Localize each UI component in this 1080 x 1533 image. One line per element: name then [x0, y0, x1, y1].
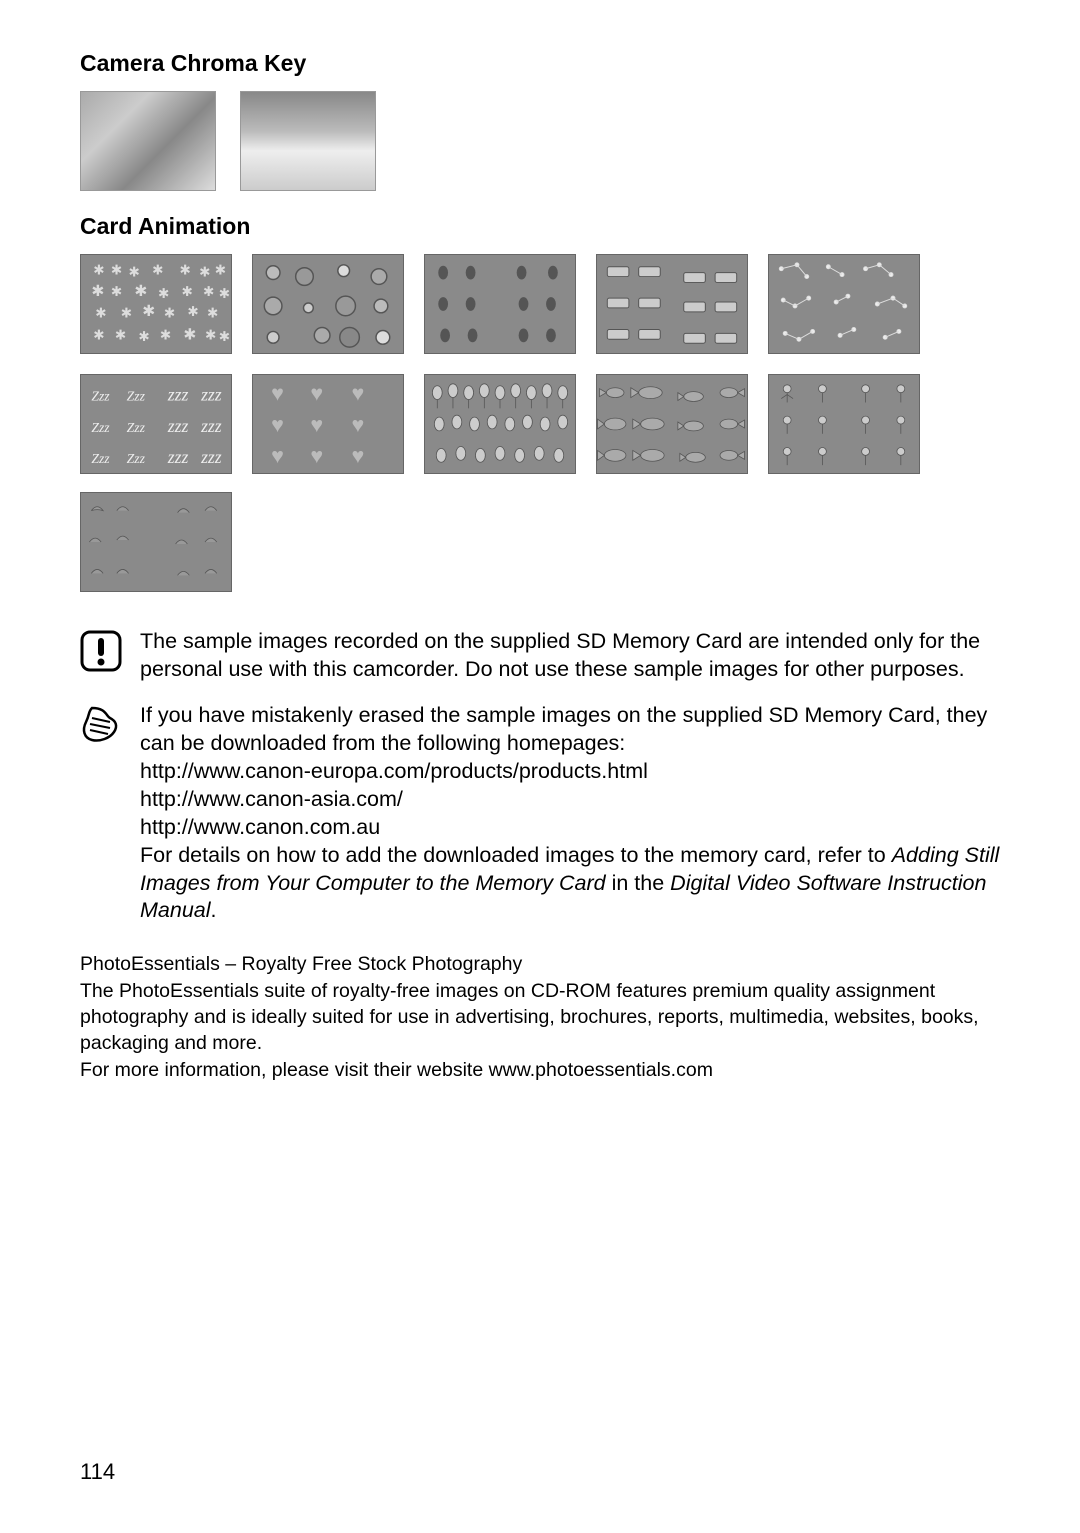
- svg-text:✱: ✱: [181, 284, 193, 299]
- svg-text:Zzz: Zzz: [91, 388, 110, 403]
- animation-tile-constellations: [768, 254, 920, 354]
- svg-text:✱: ✱: [160, 327, 172, 342]
- svg-text:♥: ♥: [352, 443, 365, 468]
- animation-tile-fish: [596, 374, 748, 474]
- svg-text:✱: ✱: [219, 286, 231, 301]
- svg-text:Zzz: Zzz: [91, 420, 110, 435]
- svg-text:✱: ✱: [219, 329, 231, 344]
- svg-text:✱: ✱: [134, 283, 147, 300]
- svg-text:zzz: zzz: [200, 384, 222, 404]
- svg-text:♥: ♥: [271, 412, 284, 437]
- animation-tile-figures: [768, 374, 920, 474]
- note-url: http://www.canon-asia.com/: [140, 786, 1000, 814]
- svg-text:✱: ✱: [129, 265, 141, 280]
- card-animation-grid: ✱✱✱✱ ✱✱✱ ✱✱✱✱ ✱✱✱ ✱✱✱✱ ✱✱ ✱✱✱✱ ✱✱✱: [80, 254, 1000, 474]
- note-detail-prefix: For details on how to add the downloaded…: [140, 843, 892, 867]
- note-detail-mid: in the: [606, 871, 671, 895]
- note-url: http://www.canon-europa.com/products/pro…: [140, 758, 1000, 786]
- svg-text:zzz: zzz: [167, 416, 189, 436]
- note-detail-suffix: .: [211, 898, 217, 922]
- svg-text:zzz: zzz: [167, 447, 189, 467]
- footer-title: PhotoEssentials – Royalty Free Stock Pho…: [80, 951, 1000, 977]
- svg-text:✱: ✱: [93, 327, 105, 342]
- chroma-sample-image: [80, 91, 216, 191]
- svg-text:✱: ✱: [215, 263, 227, 278]
- svg-text:✱: ✱: [183, 326, 196, 343]
- svg-text:zzz: zzz: [200, 416, 222, 436]
- svg-text:♥: ♥: [352, 380, 365, 405]
- note-text: If you have mistakenly erased the sample…: [140, 702, 1000, 926]
- svg-text:Zzz: Zzz: [127, 451, 146, 466]
- svg-text:✱: ✱: [93, 263, 105, 278]
- svg-text:Zzz: Zzz: [91, 451, 110, 466]
- card-animation-extra-row: [80, 492, 1000, 592]
- svg-text:✱: ✱: [180, 263, 192, 278]
- animation-tile-busses: [596, 254, 748, 354]
- warning-text: The sample images recorded on the suppli…: [140, 628, 1000, 684]
- footer-body: The PhotoEssentials suite of royalty-fre…: [80, 978, 1000, 1057]
- note-icon: [80, 704, 122, 746]
- chroma-image-row: [80, 91, 1000, 191]
- svg-text:✱: ✱: [142, 303, 155, 320]
- svg-text:✱: ✱: [111, 284, 123, 299]
- svg-text:Zzz: Zzz: [127, 388, 146, 403]
- svg-text:✱: ✱: [205, 327, 217, 342]
- svg-text:Zzz: Zzz: [127, 420, 146, 435]
- note-url: http://www.canon.com.au: [140, 814, 1000, 842]
- note-intro: If you have mistakenly erased the sample…: [140, 702, 1000, 758]
- svg-text:♥: ♥: [271, 380, 284, 405]
- svg-text:✱: ✱: [207, 306, 219, 321]
- svg-text:✱: ✱: [115, 327, 127, 342]
- page-number: 114: [80, 1459, 115, 1485]
- footer-block: PhotoEssentials – Royalty Free Stock Pho…: [80, 951, 1000, 1083]
- svg-text:✱: ✱: [187, 304, 199, 319]
- chroma-sample-image: [240, 91, 376, 191]
- animation-tile-birds: [80, 492, 232, 592]
- animation-tile-balloons: [424, 374, 576, 474]
- note-detail: For details on how to add the downloaded…: [140, 842, 1000, 926]
- svg-text:zzz: zzz: [200, 447, 222, 467]
- svg-text:✱: ✱: [158, 286, 170, 301]
- svg-text:✱: ✱: [111, 263, 123, 278]
- svg-text:♥: ♥: [310, 380, 323, 405]
- svg-text:✱: ✱: [164, 306, 176, 321]
- svg-text:✱: ✱: [91, 283, 104, 300]
- svg-text:✱: ✱: [121, 306, 133, 321]
- warning-block: The sample images recorded on the suppli…: [80, 628, 1000, 684]
- animation-tile-penguins: [424, 254, 576, 354]
- svg-text:♥: ♥: [310, 443, 323, 468]
- svg-text:✱: ✱: [138, 329, 149, 344]
- svg-text:✱: ✱: [152, 263, 164, 278]
- svg-text:♥: ♥: [310, 412, 323, 437]
- svg-text:✱: ✱: [203, 284, 215, 299]
- svg-text:✱: ✱: [199, 265, 210, 280]
- heading-chroma-key: Camera Chroma Key: [80, 50, 1000, 77]
- heading-card-animation: Card Animation: [80, 213, 1000, 240]
- animation-tile-bubbles: [252, 254, 404, 354]
- footer-more: For more information, please visit their…: [80, 1057, 1000, 1083]
- animation-tile-hearts: ♥ ♥ ♥ ♥ ♥ ♥ ♥ ♥ ♥: [252, 374, 404, 474]
- note-block: If you have mistakenly erased the sample…: [80, 702, 1000, 926]
- animation-tile-zzz: ZzzZzzzzzzzz ZzzZzzzzzzzz ZzzZzzzzzzzz: [80, 374, 232, 474]
- svg-text:zzz: zzz: [167, 384, 189, 404]
- svg-text:✱: ✱: [95, 306, 107, 321]
- svg-text:♥: ♥: [271, 443, 284, 468]
- warning-icon: [80, 630, 122, 672]
- svg-text:♥: ♥: [352, 412, 365, 437]
- animation-tile-snowflakes: ✱✱✱✱ ✱✱✱ ✱✱✱✱ ✱✱✱ ✱✱✱✱ ✱✱ ✱✱✱✱ ✱✱✱: [80, 254, 232, 354]
